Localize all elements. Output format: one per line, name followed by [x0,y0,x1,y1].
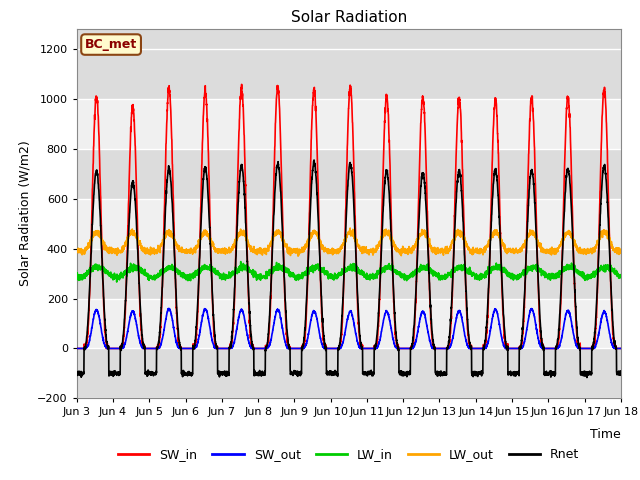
LW_out [346,225,354,231]
LW_out [242,235,250,240]
Bar [77,149,621,199]
Legend: SW_in, SW_out, LW_in, LW_out, Rnet: SW_in, SW_out, LW_in, LW_out, Rnet [113,443,584,466]
Title: Solar Radiation: Solar Radiation [291,10,407,25]
Bar [77,99,621,149]
Text: Time: Time [590,428,621,441]
LW_in [449,268,457,274]
Rnet [449,275,456,281]
LW_out [294,253,302,259]
LW_out [73,248,81,254]
Rnet [138,332,146,338]
LW_out [617,249,625,255]
SW_out [242,325,250,331]
LW_out [138,245,145,251]
Line: SW_in: SW_in [77,84,621,348]
SW_in [242,202,250,207]
SW_in [108,346,115,351]
Bar [77,348,621,398]
LW_in [113,279,120,285]
SW_out [165,306,173,312]
Line: SW_out: SW_out [77,309,621,348]
SW_out [108,346,115,351]
Rnet [108,372,115,377]
Line: Rnet: Rnet [77,160,621,378]
Rnet [493,178,501,183]
SW_in [238,82,246,87]
LW_out [108,248,115,253]
LW_out [493,228,501,233]
LW_in [237,259,244,264]
LW_in [243,263,250,269]
Bar [77,49,621,99]
Rnet [138,323,145,329]
Bar [77,299,621,348]
LW_out [138,245,146,251]
SW_in [138,341,146,347]
Line: LW_in: LW_in [77,262,621,282]
SW_out [617,346,625,351]
SW_in [73,346,81,351]
LW_out [449,237,457,242]
SW_in [493,113,501,119]
LW_in [108,273,115,278]
Rnet [242,224,250,229]
SW_in [617,346,625,351]
Y-axis label: Solar Radiation (W/m2): Solar Radiation (W/m2) [19,141,32,287]
Bar [77,199,621,249]
Rnet [310,157,318,163]
SW_in [449,276,456,282]
SW_out [493,310,501,315]
SW_out [73,346,81,351]
LW_in [617,274,625,280]
SW_out [449,335,456,340]
LW_in [73,276,81,282]
SW_in [138,333,145,338]
Rnet [583,375,591,381]
SW_out [138,344,145,349]
LW_in [493,265,501,271]
LW_in [138,268,146,274]
Line: LW_out: LW_out [77,228,621,256]
LW_in [138,269,145,275]
Text: BC_met: BC_met [85,38,137,51]
Rnet [73,371,81,377]
Bar [77,249,621,299]
Rnet [617,372,625,378]
SW_out [138,344,146,350]
